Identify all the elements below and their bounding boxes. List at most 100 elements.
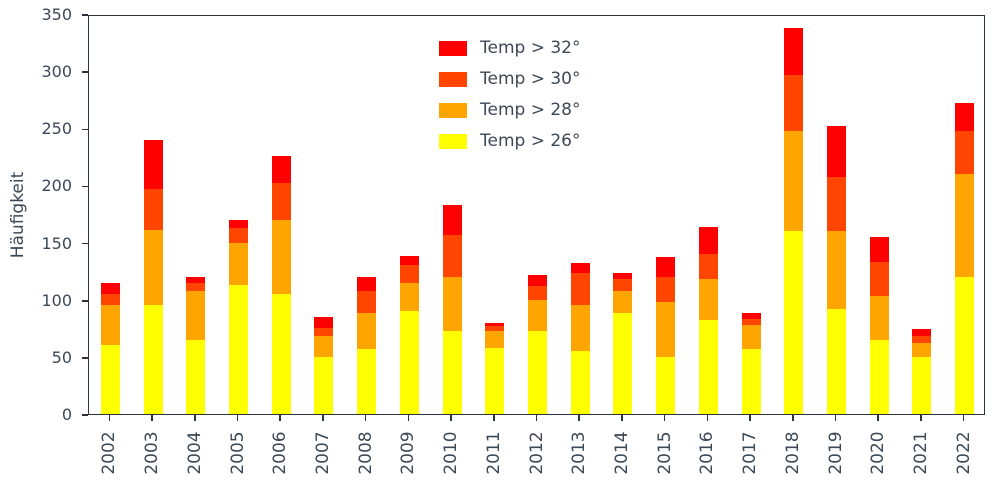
x-axis: 2002 2003 2004 2005 2006 2007 2008 2009 2010 2011… xyxy=(88,415,985,500)
bar-segment xyxy=(741,319,761,325)
bar-segment xyxy=(357,276,377,291)
bar-segment xyxy=(784,27,804,75)
bar-segment xyxy=(143,188,163,230)
legend: Temp > 32° Temp > 30° Temp > 28° Temp > 26° xyxy=(439,38,581,151)
bar-segment xyxy=(869,339,889,414)
y-tick-label: 250 xyxy=(41,119,72,139)
bar-segment xyxy=(570,263,590,274)
bar-segment xyxy=(485,322,505,326)
bar-segment xyxy=(698,254,718,280)
x-tick-label: 2018 xyxy=(782,431,803,475)
x-tick-label: 2017 xyxy=(740,431,761,475)
bar-segment xyxy=(357,290,377,314)
x-tick-mark xyxy=(364,415,367,421)
x-tick-label: 2010 xyxy=(441,431,462,475)
bar-segment xyxy=(613,279,633,291)
bar-segment xyxy=(912,336,932,344)
bar-segment xyxy=(314,328,334,337)
x-tick-label: 2014 xyxy=(611,431,632,475)
x-tick-label: 2022 xyxy=(953,431,974,475)
bar-segment xyxy=(784,74,804,131)
x-tick-mark xyxy=(749,415,751,421)
bar-segment xyxy=(827,177,846,232)
bar-segment xyxy=(100,294,120,306)
bar-segment xyxy=(186,339,206,414)
x-tick-mark xyxy=(450,415,452,421)
bar-segment xyxy=(357,348,377,414)
bar-segment xyxy=(613,290,633,314)
y-tick-label: 50 xyxy=(51,347,72,367)
x-tick-label: 2013 xyxy=(569,431,590,475)
x-tick-mark xyxy=(962,415,965,421)
bar-segment xyxy=(100,345,120,414)
legend-item: Temp > 30° xyxy=(439,69,581,89)
x-tick-label: 2020 xyxy=(868,431,889,475)
bar-segment xyxy=(485,326,505,331)
bar-segment xyxy=(613,273,633,280)
bar-segment xyxy=(698,320,718,414)
x-tick-mark xyxy=(877,415,879,421)
y-tick-mark xyxy=(82,128,88,131)
bar-segment xyxy=(528,330,547,414)
bar-segment xyxy=(827,126,846,178)
bar-segment xyxy=(869,296,889,340)
legend-swatch-icon xyxy=(439,102,467,118)
x-tick-label: 2006 xyxy=(270,431,291,475)
bar-segment xyxy=(528,299,547,331)
bar-segment xyxy=(314,336,334,357)
y-tick-label: 300 xyxy=(41,62,72,82)
y-axis-tick-marks xyxy=(82,14,88,416)
x-tick-mark xyxy=(663,415,666,421)
bar-segment xyxy=(143,139,163,189)
bar-segment xyxy=(442,204,462,235)
x-tick-label: 2004 xyxy=(184,431,205,475)
y-tick-mark xyxy=(82,242,88,245)
y-tick-label: 0 xyxy=(61,405,72,424)
y-tick-mark xyxy=(82,414,88,416)
bar-segment xyxy=(656,302,676,357)
bar-segment xyxy=(912,356,932,414)
bar-segment xyxy=(399,282,419,312)
bar-segment xyxy=(869,262,889,297)
y-tick-mark xyxy=(82,357,88,359)
bar-segment xyxy=(912,329,932,337)
bar-segment xyxy=(442,234,462,277)
y-axis-tick-labels: 0 50 100 150 200 250 300 350 xyxy=(0,5,80,424)
bar-segment xyxy=(784,231,804,414)
x-tick-mark xyxy=(920,415,922,421)
bar-segment xyxy=(229,284,248,414)
bar-segment xyxy=(698,226,718,254)
bar-segment xyxy=(656,356,676,414)
bar-segment xyxy=(442,330,462,414)
x-tick-mark xyxy=(322,415,324,421)
bar-segment xyxy=(656,276,676,302)
x-tick-mark xyxy=(108,415,111,421)
x-tick-mark xyxy=(193,415,196,421)
bar-segment xyxy=(186,276,206,283)
x-tick-label: 2011 xyxy=(483,431,504,475)
bar-segment xyxy=(271,155,291,184)
bar-segment xyxy=(741,324,761,349)
x-tick-mark xyxy=(151,415,153,421)
bar-segment xyxy=(613,313,633,414)
bar-segment xyxy=(955,130,975,174)
x-tick-mark xyxy=(578,415,580,421)
bar-segment xyxy=(827,308,846,414)
bar-segment xyxy=(955,276,975,414)
x-tick-mark xyxy=(791,415,794,421)
x-tick-label: 2009 xyxy=(398,431,419,475)
bar-segment xyxy=(656,257,676,277)
bar-segment xyxy=(186,282,206,291)
x-tick-label: 2008 xyxy=(355,431,376,475)
bar-segment xyxy=(399,256,419,266)
x-tick-label: 2016 xyxy=(697,431,718,475)
bar-segment xyxy=(955,103,975,131)
legend-swatch-icon xyxy=(439,71,467,87)
bar-segment xyxy=(570,273,590,306)
x-tick-mark xyxy=(279,415,281,421)
x-tick-mark xyxy=(834,415,837,421)
x-tick-label: 2003 xyxy=(142,431,163,475)
bar-segment xyxy=(271,219,291,294)
legend-item: Temp > 32° xyxy=(439,38,581,58)
x-tick-mark xyxy=(706,415,709,421)
